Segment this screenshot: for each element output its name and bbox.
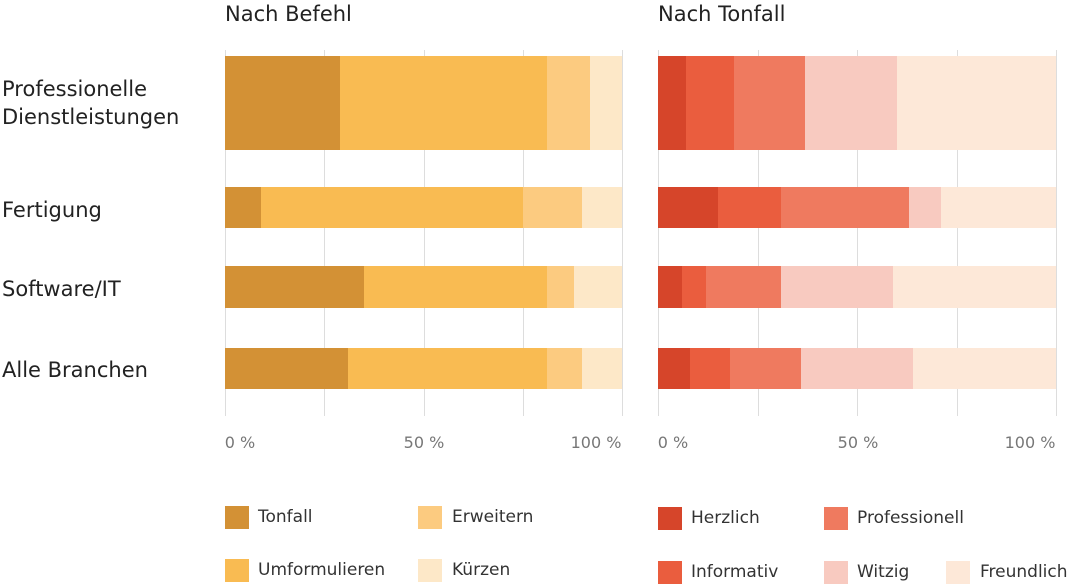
legend-swatch-witzig xyxy=(824,561,848,584)
left-gridline xyxy=(225,50,226,416)
right-gridline xyxy=(757,50,759,416)
left-bar-kürzen xyxy=(582,187,623,228)
right-bar-freundlich xyxy=(892,266,1057,308)
right-chart-title: Nach Tonfall xyxy=(658,2,786,26)
legend-label-kuerzen: Kürzen xyxy=(452,560,511,580)
left-bar-tonfall xyxy=(225,266,365,308)
right-bar-professionell xyxy=(733,56,806,150)
right-bar-herzlich xyxy=(658,187,719,228)
legend-swatch-umformulieren xyxy=(225,559,249,582)
right-bar-herzlich xyxy=(658,348,691,389)
left-tick-100: 100 % xyxy=(570,433,622,452)
row-label-software-it: Software/IT xyxy=(2,277,121,301)
left-bar-erweitern xyxy=(522,187,583,228)
right-bar-witzig xyxy=(908,187,942,228)
right-gridline xyxy=(956,50,958,416)
right-bar-professionell xyxy=(781,187,910,228)
right-bar-witzig xyxy=(781,266,894,308)
left-bar-erweitern xyxy=(546,348,583,389)
left-bar-tonfall xyxy=(225,56,341,150)
right-bar-professionell xyxy=(705,266,782,308)
legend-label-witzig: Witzig xyxy=(857,562,910,582)
legend-swatch-informativ xyxy=(658,561,682,584)
legend-swatch-professionell xyxy=(824,507,848,530)
right-bar-witzig xyxy=(805,56,898,150)
right-bar-witzig xyxy=(801,348,914,389)
legend-swatch-erweitern xyxy=(418,506,442,529)
left-bar-tonfall xyxy=(225,187,262,228)
left-gridline xyxy=(622,50,623,416)
right-bar-informativ xyxy=(685,56,735,150)
right-tick-0: 0 % xyxy=(657,433,689,452)
legend-swatch-kuerzen xyxy=(418,559,442,582)
right-gridline xyxy=(857,50,858,416)
left-tick-50: 50 % xyxy=(403,433,445,452)
right-bar-professionell xyxy=(729,348,802,389)
legend-label-informativ: Informativ xyxy=(691,562,779,582)
left-bar-umformulieren xyxy=(340,56,548,150)
right-tick-50: 50 % xyxy=(837,433,879,452)
legend-label-freundlich: Freundlich xyxy=(980,562,1068,582)
right-bar-herzlich xyxy=(658,56,687,150)
left-bar-erweitern xyxy=(546,266,575,308)
legend-label-erweitern: Erweitern xyxy=(452,507,534,527)
left-gridline xyxy=(522,50,524,416)
legend-swatch-freundlich xyxy=(946,561,970,584)
legend-swatch-tonfall xyxy=(225,506,249,529)
legend-label-umformulieren: Umformulieren xyxy=(258,560,386,580)
right-bar-informativ xyxy=(689,348,731,389)
row-label-all-industries: Alle Branchen xyxy=(2,358,148,382)
right-gridline xyxy=(1056,50,1057,416)
left-bar-umformulieren xyxy=(348,348,548,389)
left-bar-umformulieren xyxy=(363,266,548,308)
left-bar-kürzen xyxy=(590,56,623,150)
right-gridline xyxy=(658,50,659,416)
left-bar-kürzen xyxy=(582,348,623,389)
left-bar-erweitern xyxy=(546,56,591,150)
left-bar-tonfall xyxy=(225,348,349,389)
right-bar-freundlich xyxy=(896,56,1057,150)
row-label-professional-services: Professionelle Dienstleistungen xyxy=(2,77,180,129)
row-label-manufacturing: Fertigung xyxy=(2,198,102,222)
right-tick-100: 100 % xyxy=(1004,433,1056,452)
legend-label-tonfall: Tonfall xyxy=(258,507,313,527)
legend-label-herzlich: Herzlich xyxy=(691,508,760,528)
left-tick-0: 0 % xyxy=(224,433,256,452)
right-bar-informativ xyxy=(681,266,707,308)
right-bar-freundlich xyxy=(912,348,1057,389)
left-gridline xyxy=(324,50,326,416)
left-bar-kürzen xyxy=(574,266,623,308)
right-bar-informativ xyxy=(717,187,782,228)
legend-label-professionell: Professionell xyxy=(857,508,964,528)
legend-swatch-herzlich xyxy=(658,507,682,530)
right-bar-freundlich xyxy=(940,187,1057,228)
left-gridline xyxy=(423,50,425,416)
left-bar-umformulieren xyxy=(260,187,524,228)
right-bar-herzlich xyxy=(658,266,683,308)
left-chart-title: Nach Befehl xyxy=(225,2,352,26)
